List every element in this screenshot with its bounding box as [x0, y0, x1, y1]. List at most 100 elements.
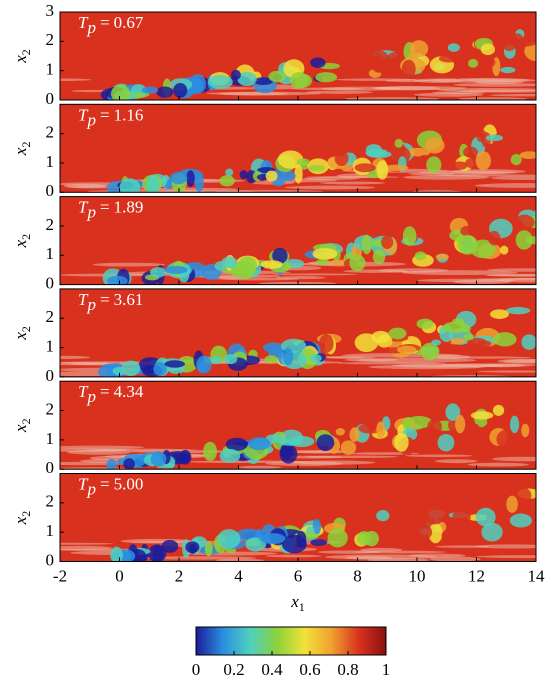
colorbar-tick-label: 0 [192, 660, 201, 679]
blob [455, 48, 466, 60]
blob [488, 230, 501, 246]
blob [334, 150, 349, 167]
panel-subscript: p [86, 387, 96, 406]
streak [306, 90, 373, 94]
streak [497, 277, 536, 283]
y-tick-label: 1 [46, 429, 55, 448]
streak [237, 465, 282, 469]
streak [428, 354, 471, 360]
blob [525, 398, 536, 405]
streak [60, 78, 92, 82]
blob [509, 513, 533, 528]
streak [335, 78, 417, 81]
blob [219, 448, 241, 463]
y-label-subscript: 2 [19, 234, 33, 240]
y-tick-label: 2 [46, 123, 55, 142]
blob [107, 275, 128, 285]
panel-symbol: T [78, 474, 89, 493]
blob [376, 334, 393, 348]
blob [426, 156, 442, 174]
blob [150, 451, 167, 467]
blob [376, 160, 389, 180]
colorbar [195, 626, 387, 656]
panel-subscript: p [86, 295, 96, 314]
blob [111, 84, 131, 100]
blob [153, 361, 167, 376]
streak [60, 355, 91, 360]
blob [245, 537, 267, 552]
y-tick-label: 2 [46, 492, 55, 511]
y-tick-label: 1 [46, 152, 55, 171]
streak [474, 544, 536, 549]
streak [434, 459, 478, 464]
colorbar-tick-label: 0.2 [223, 660, 244, 679]
streak [435, 545, 489, 548]
blob [438, 54, 460, 63]
streak [435, 174, 536, 177]
blob [259, 533, 286, 545]
field-panel [60, 381, 536, 470]
blob [475, 151, 492, 171]
y-label-symbol: x [11, 424, 30, 433]
blob [480, 43, 495, 56]
y-axis-label: x2 [11, 234, 33, 249]
y-axis-label: x2 [11, 418, 33, 433]
panel-time: 1.16 [114, 105, 144, 124]
streak [404, 454, 473, 458]
blob [349, 254, 366, 272]
colorbar-tick-label: 1 [382, 660, 391, 679]
blob [414, 251, 427, 261]
panel-relation: = [100, 198, 110, 217]
streak [452, 279, 512, 284]
blob [455, 414, 466, 434]
blob [514, 214, 535, 230]
blob [264, 355, 279, 364]
streak [344, 358, 398, 362]
streak [408, 172, 456, 176]
blob [146, 175, 160, 193]
x-axis-label: x1 [290, 592, 305, 614]
blob [237, 71, 257, 86]
blob [406, 522, 433, 542]
blob [281, 534, 307, 554]
x-tick-label: 8 [353, 566, 362, 585]
streak [60, 445, 145, 450]
blob [121, 360, 141, 377]
blob [197, 360, 208, 374]
panel-time: 4.34 [114, 382, 144, 401]
blob [445, 403, 461, 421]
panel-subscript: p [86, 18, 96, 37]
y-tick-label: 2 [46, 399, 55, 418]
streak [360, 547, 403, 552]
streak [264, 554, 322, 558]
blob [268, 70, 286, 83]
blob [186, 170, 195, 187]
blob [437, 433, 455, 452]
blob [335, 427, 345, 436]
blob [278, 438, 303, 446]
streak [425, 78, 536, 83]
colorbar-tick-label: 0.4 [261, 660, 283, 679]
y-tick-label: 2 [46, 215, 55, 234]
panel-label: Tp = 1.16 [78, 105, 143, 129]
streak [120, 538, 193, 544]
field-panel [60, 473, 536, 562]
y-label-symbol: x [11, 239, 30, 248]
blob [455, 33, 476, 53]
panel-label: Tp = 4.34 [78, 382, 144, 406]
blob [463, 333, 475, 341]
blob [501, 56, 512, 70]
blob [467, 58, 479, 68]
blob [492, 404, 505, 416]
y-label-symbol: x [11, 332, 30, 341]
blob [383, 164, 409, 171]
blob [150, 267, 167, 278]
blob [402, 226, 417, 246]
blob [470, 411, 494, 420]
y-tick-label: 0 [46, 274, 55, 293]
streak [326, 356, 376, 359]
blob [319, 334, 334, 353]
blob [419, 154, 429, 162]
y-tick-label: 1 [46, 60, 55, 79]
streak [409, 553, 466, 558]
